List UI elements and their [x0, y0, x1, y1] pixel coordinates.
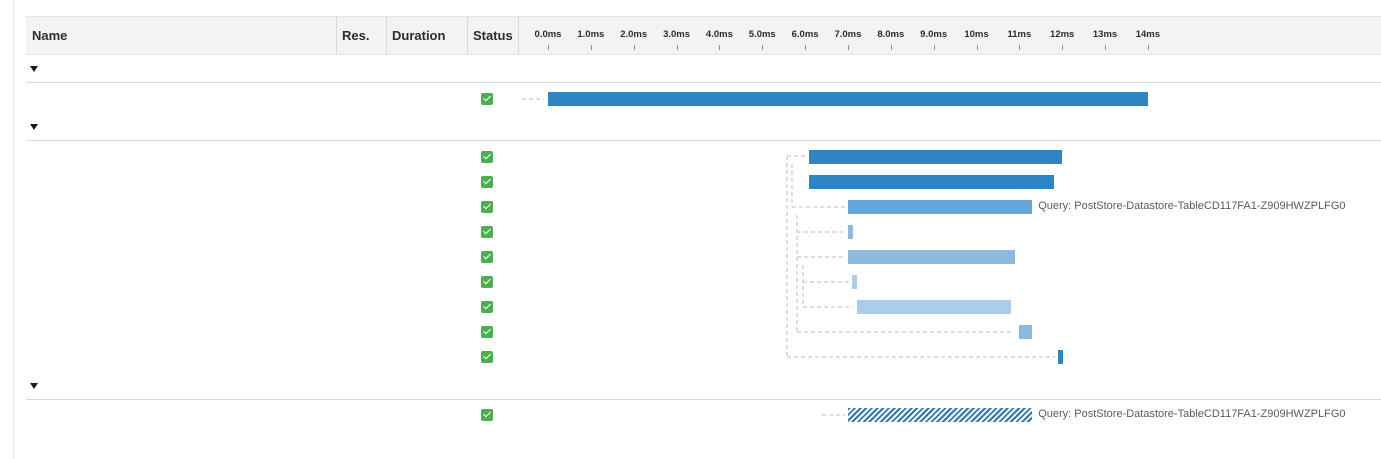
- span-bar[interactable]: [1057, 350, 1063, 364]
- column-header-name[interactable]: Name: [32, 28, 68, 43]
- segment-group-name: [44, 121, 50, 135]
- time-tick-label: 3.0ms: [663, 29, 691, 40]
- time-tick-label: 1.0ms: [577, 29, 605, 40]
- time-tick-label: 13ms: [1092, 29, 1118, 40]
- span-bar[interactable]: [847, 225, 853, 239]
- trace-row[interactable]: [0, 270, 1381, 295]
- trace-row[interactable]: [0, 245, 1381, 270]
- time-tick-mark: [719, 45, 721, 50]
- status-ok-icon: [481, 176, 493, 188]
- span-annotation: Query: PostStore-Datastore-TableCD117FA1…: [1038, 408, 1346, 420]
- trace-row[interactable]: [0, 87, 1381, 112]
- column-header-status[interactable]: Status: [473, 28, 513, 43]
- status-ok-icon: [481, 326, 493, 338]
- time-tick-label: 11ms: [1007, 29, 1032, 40]
- span-bar[interactable]: [856, 300, 1011, 314]
- trace-row[interactable]: [0, 320, 1381, 345]
- trace-row[interactable]: [0, 170, 1381, 195]
- left-border: [13, 0, 14, 459]
- time-tick-mark: [676, 45, 678, 50]
- segment-group-header[interactable]: [26, 116, 1381, 142]
- time-tick-label: 0.0ms: [534, 29, 562, 40]
- time-tick-mark: [976, 45, 978, 50]
- group-divider: [26, 82, 1381, 83]
- time-tick-label: 7.0ms: [834, 29, 862, 40]
- trace-row[interactable]: [0, 295, 1381, 320]
- collapse-caret-icon[interactable]: [30, 66, 38, 72]
- segment-group-name: [44, 380, 50, 394]
- status-ok-icon: [481, 201, 493, 213]
- time-tick-label: 8.0ms: [877, 29, 905, 40]
- time-tick-label: 2.0ms: [620, 29, 648, 40]
- time-tick-mark: [633, 45, 635, 50]
- time-tick-mark: [847, 45, 849, 50]
- span-bar[interactable]: [1019, 325, 1033, 339]
- time-tick-mark: [805, 45, 807, 50]
- trace-row[interactable]: [0, 220, 1381, 245]
- time-tick-label: 5.0ms: [748, 29, 776, 40]
- time-tick-label: 10ms: [964, 29, 989, 40]
- status-ok-icon: [481, 251, 493, 263]
- span-bar[interactable]: [548, 92, 1148, 106]
- status-ok-icon: [481, 226, 493, 238]
- time-tick-label: 14ms: [1135, 29, 1161, 40]
- span-bar[interactable]: [847, 408, 1033, 422]
- span-annotation: Query: PostStore-Datastore-TableCD117FA1…: [1038, 200, 1346, 212]
- span-bar[interactable]: [847, 250, 1016, 264]
- time-tick-mark: [890, 45, 892, 50]
- segment-group-header[interactable]: [26, 58, 1381, 84]
- trace-row[interactable]: [0, 195, 1381, 220]
- time-tick-label: 4.0ms: [705, 29, 733, 40]
- segment-group-header[interactable]: [26, 375, 1381, 401]
- time-tick-mark: [1105, 45, 1107, 50]
- span-bar[interactable]: [809, 175, 1054, 189]
- timeline-header: Name Res. Duration Status 0.0ms 1.0ms 2.0m…: [26, 16, 1381, 55]
- status-ok-icon: [481, 351, 493, 363]
- column-header-res[interactable]: Res.: [342, 28, 370, 43]
- time-tick-mark: [1062, 45, 1064, 50]
- trace-row[interactable]: [0, 345, 1381, 370]
- column-header-duration[interactable]: Duration: [392, 28, 446, 43]
- time-tick-label: 12ms: [1050, 29, 1075, 40]
- time-tick-mark: [1019, 45, 1021, 50]
- span-bar[interactable]: [809, 150, 1063, 164]
- status-ok-icon: [481, 276, 493, 288]
- status-ok-icon: [481, 151, 493, 163]
- time-tick-label: 9.0ms: [920, 29, 948, 40]
- group-divider: [26, 140, 1381, 141]
- trace-row[interactable]: [0, 403, 1381, 428]
- time-tick-mark: [762, 45, 764, 50]
- time-tick-mark: [1147, 45, 1149, 50]
- status-ok-icon: [481, 409, 493, 421]
- status-ok-icon: [481, 93, 493, 105]
- span-bar[interactable]: [847, 200, 1033, 214]
- status-ok-icon: [481, 301, 493, 313]
- time-tick-mark: [933, 45, 935, 50]
- time-tick-mark: [548, 45, 549, 50]
- segment-group-name: [44, 63, 50, 77]
- collapse-caret-icon[interactable]: [30, 383, 38, 389]
- time-tick-label: 6.0ms: [791, 29, 819, 40]
- group-divider: [26, 399, 1381, 400]
- trace-row[interactable]: [0, 145, 1381, 170]
- span-bar[interactable]: [852, 275, 858, 289]
- time-tick-mark: [590, 45, 592, 50]
- collapse-caret-icon[interactable]: [30, 124, 38, 130]
